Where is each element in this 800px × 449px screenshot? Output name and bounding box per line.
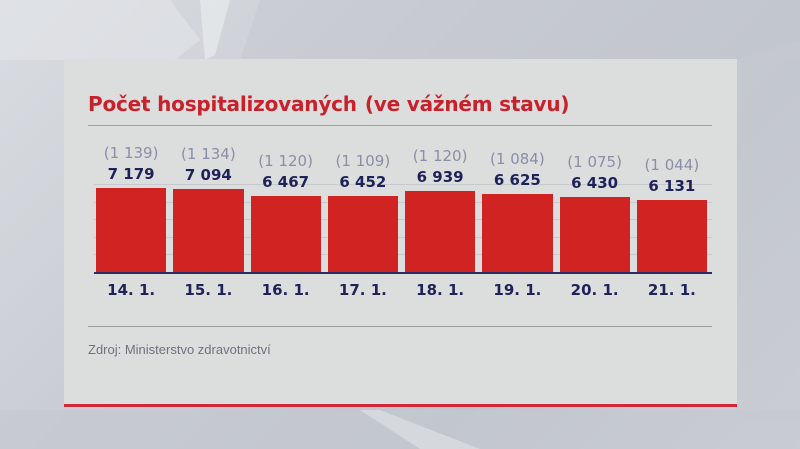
severe-count-label: (1 075) xyxy=(567,152,622,171)
bar-value-label: 6 452 xyxy=(339,173,387,192)
chart-panel: Počet hospitalizovaných (ve vážném stavu)… xyxy=(64,59,737,406)
bar-value-label: 6 939 xyxy=(416,167,464,186)
bar-value-label: 6 467 xyxy=(262,173,310,192)
bar-value-label: 6 430 xyxy=(571,173,619,192)
bar xyxy=(405,190,476,272)
x-axis-label: 14. 1. xyxy=(107,281,156,299)
x-axis-label: 15. 1. xyxy=(184,281,233,299)
severe-count-label: (1 134) xyxy=(181,144,236,163)
x-axis-label: 17. 1. xyxy=(338,281,387,299)
severe-count-label: (1 139) xyxy=(103,143,159,162)
severe-count-label: (1 120) xyxy=(258,152,313,171)
gridline xyxy=(94,219,712,221)
title-subtitle: (ve vážném stavu) xyxy=(364,92,570,116)
panel-bottom-accent xyxy=(64,404,737,407)
bar xyxy=(173,188,244,272)
bar-value-label: 6 131 xyxy=(648,177,696,196)
title-main: Počet hospitalizovaných xyxy=(88,92,357,116)
severe-count-label: (1 120) xyxy=(412,146,468,165)
severe-count-label: (1 084) xyxy=(490,150,545,169)
x-axis-line xyxy=(94,272,712,274)
x-axis-label: 21. 1. xyxy=(647,281,696,299)
bar xyxy=(559,196,630,272)
title-divider xyxy=(88,125,712,126)
bar xyxy=(636,200,707,272)
gridline xyxy=(94,184,712,185)
bar xyxy=(250,196,321,272)
x-axis-label: 18. 1. xyxy=(416,281,465,299)
x-axis-label: 16. 1. xyxy=(261,281,310,299)
gridline xyxy=(94,254,712,256)
gridline xyxy=(94,236,712,238)
bar-value-label: 6 625 xyxy=(493,171,541,190)
bar-value-label: 7 179 xyxy=(107,164,155,183)
severe-count-label: (1 044) xyxy=(644,156,700,175)
source-divider xyxy=(88,326,712,327)
chart-title: Počet hospitalizovaných (ve vážném stavu) xyxy=(88,92,570,116)
x-axis-label: 20. 1. xyxy=(570,281,619,299)
bar-value-label: 7 094 xyxy=(184,165,232,184)
bar xyxy=(96,187,167,272)
x-axis-label: 19. 1. xyxy=(493,281,542,299)
severe-count-label: (1 109) xyxy=(335,152,391,171)
bar xyxy=(482,194,553,272)
gridline xyxy=(94,201,712,203)
bar-chart: 7 179 (1 139) 14. 1. 7 094 (1 134) 15. 1. 6 46… xyxy=(94,129,712,299)
source-note: Zdroj: Ministerstvo zdravotnictví xyxy=(88,342,271,357)
bar xyxy=(327,196,398,272)
